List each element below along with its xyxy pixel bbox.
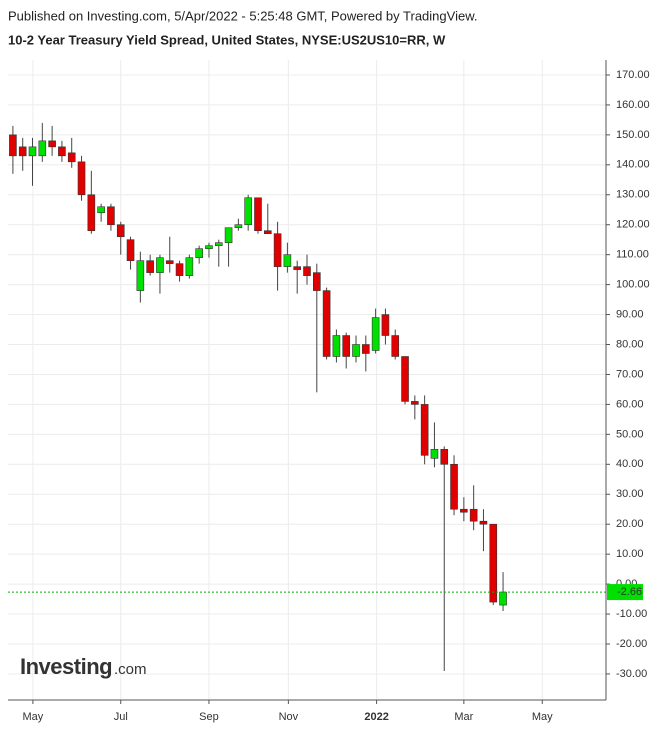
candle-body <box>224 227 233 243</box>
x-tick-label: 2022 <box>364 711 388 723</box>
candle-body <box>156 257 164 273</box>
candle-body <box>126 239 135 261</box>
candle-body <box>18 146 27 157</box>
last-value-label: -2.66 <box>617 586 642 598</box>
candle-body <box>411 401 419 405</box>
candle-body <box>195 248 203 258</box>
y-tick-label: -10.00 <box>616 608 647 620</box>
candle-body <box>175 263 184 276</box>
y-tick-label: 30.00 <box>616 488 644 500</box>
y-tick-label: 10.00 <box>616 548 644 560</box>
candle-body <box>116 224 125 237</box>
candle-body <box>469 508 478 522</box>
y-tick-label: 50.00 <box>616 428 644 440</box>
candle-body <box>205 245 213 249</box>
y-tick-label: 100.00 <box>616 279 650 291</box>
candle-body <box>244 197 252 226</box>
logo-brand: Investing <box>20 654 112 679</box>
x-tick-label: May <box>23 711 44 723</box>
y-tick-label: 130.00 <box>616 189 650 201</box>
candle-body <box>263 230 272 235</box>
candle-body <box>254 197 262 232</box>
chart-title: 10-2 Year Treasury Yield Spread, United … <box>8 32 446 47</box>
candle-body <box>77 161 86 196</box>
candle-body <box>283 254 292 267</box>
candle-body <box>48 140 56 148</box>
candle-body <box>450 464 458 510</box>
candle-body <box>185 257 194 276</box>
candle-body <box>136 260 145 291</box>
y-tick-label: 60.00 <box>616 398 644 410</box>
candle-body <box>420 404 429 456</box>
candle-body <box>479 520 488 525</box>
candle-body <box>322 290 331 357</box>
candle-body <box>440 449 449 465</box>
candle-body <box>489 523 498 603</box>
candle-body <box>352 344 360 357</box>
y-tick-label: 40.00 <box>616 458 644 470</box>
candle-body <box>107 206 115 226</box>
published-note: Published on Investing.com, 5/Apr/2022 -… <box>8 8 477 23</box>
x-tick-label: May <box>532 711 553 723</box>
x-tick-label: Jul <box>114 711 128 723</box>
candle-body <box>401 356 409 402</box>
y-tick-label: 90.00 <box>616 308 644 320</box>
candle-body <box>460 508 468 513</box>
y-tick-label: 170.00 <box>616 69 650 81</box>
axes: 170.00 160.00 150.00 140.00 130.00 120.00 110.… <box>23 69 650 723</box>
y-tick-label: 160.00 <box>616 99 650 111</box>
y-tick-label: 110.00 <box>616 249 649 261</box>
x-tick-label: Mar <box>454 711 473 723</box>
candle-body <box>273 233 282 267</box>
candle-body <box>499 591 507 606</box>
y-tick-label: 20.00 <box>616 518 644 530</box>
candle-body <box>430 449 439 459</box>
y-tick-label: 120.00 <box>616 219 650 231</box>
candle-body <box>165 260 174 264</box>
logo-suffix: .com <box>114 661 147 678</box>
y-tick-label: 140.00 <box>616 159 650 171</box>
candle-body <box>67 152 76 163</box>
candle-body <box>87 194 96 232</box>
candle-body <box>332 335 341 357</box>
x-tick-label: Nov <box>279 711 299 723</box>
candle-body <box>146 260 154 273</box>
candle-body <box>28 146 37 157</box>
last-value-badge <box>607 584 643 601</box>
candle-body <box>58 146 66 157</box>
candle-body <box>342 335 351 357</box>
candle-body <box>391 335 400 357</box>
y-tick-label: 80.00 <box>616 338 644 350</box>
candles <box>8 122 606 671</box>
candle-body <box>38 140 47 157</box>
x-tick-label: Sep <box>199 711 219 723</box>
candle-body <box>303 266 311 276</box>
candle-body <box>313 272 321 291</box>
candle-body <box>97 206 105 214</box>
y-tick-label: 70.00 <box>616 368 644 380</box>
candle-body <box>293 266 301 270</box>
candle-body <box>234 224 243 229</box>
candle-body <box>9 134 17 157</box>
y-tick-label: -30.00 <box>616 668 647 680</box>
candle-body <box>371 317 380 351</box>
y-tick-label: 150.00 <box>616 129 650 141</box>
candle-body <box>214 242 223 246</box>
candle-body <box>381 314 390 336</box>
candle-body <box>362 344 370 354</box>
y-tick-label: -20.00 <box>616 638 647 650</box>
